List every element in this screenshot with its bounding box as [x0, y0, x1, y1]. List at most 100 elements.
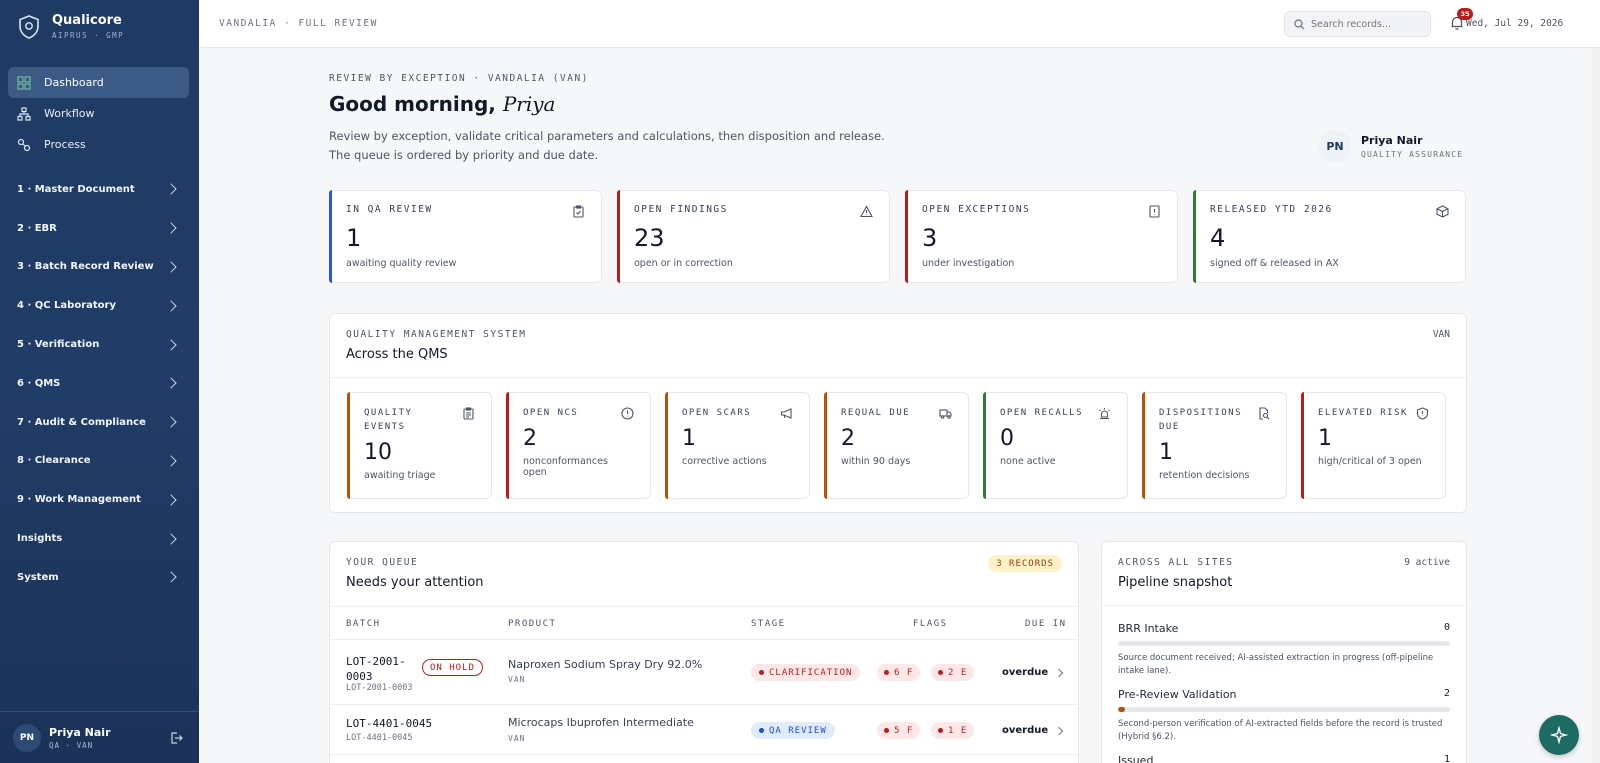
bell-icon[interactable] [1449, 15, 1465, 31]
stage-badge: QA REVIEW [751, 722, 835, 739]
chevron-right-icon [165, 455, 177, 467]
stage-count: 2 [1443, 688, 1450, 699]
nav-group-clearance[interactable]: 8 · Clearance [0, 442, 199, 481]
due-label: overdue [1002, 725, 1049, 736]
flag-label: 5 F [894, 725, 914, 736]
nav-group-verification[interactable]: 5 · Verification [0, 325, 199, 364]
column-header-flags[interactable]: FLAGS [913, 619, 948, 629]
due-in[interactable]: overdue [1002, 725, 1064, 736]
batch-id[interactable]: LOT-2001-0003 [346, 655, 406, 683]
kpi-card-released-ytd[interactable]: RELEASED YTD 2026 4 signed off & release… [1193, 190, 1466, 283]
kpi-sub: open or in correction [634, 258, 733, 269]
scrollbar[interactable] [1592, 48, 1600, 763]
nav-workflow[interactable]: Workflow [8, 98, 189, 129]
due-label: overdue [1002, 667, 1049, 678]
brand-subtitle: AIPRUS · GMP [52, 31, 125, 40]
kpi-row: IN QA REVIEW 1 awaiting quality review O… [329, 190, 1466, 283]
nav-group-ebr[interactable]: 2 · EBR [0, 209, 199, 248]
notification-badge: 35 [1457, 8, 1473, 20]
nav-group-label: 4 · QC Laboratory [17, 300, 116, 312]
qms-card-open-scars[interactable]: OPEN SCARS 1 corrective actions [665, 392, 810, 499]
kpi-card-open-findings[interactable]: OPEN FINDINGS 23 open or in correction [617, 190, 890, 283]
nav-group-work-management[interactable]: 9 · Work Management [0, 480, 199, 519]
brand[interactable]: Qualicore AIPRUS · GMP [18, 13, 124, 40]
nav-group-qms[interactable]: 6 · QMS [0, 364, 199, 403]
nav-group-system[interactable]: System [0, 558, 199, 597]
pipeline-stage-issued[interactable]: Issued 1 [1118, 754, 1450, 763]
greeting-text: Good morning, [329, 92, 496, 116]
nav-label: Workflow [44, 107, 95, 120]
batch-id[interactable]: LOT-4401-0045 [346, 717, 433, 730]
column-header-batch[interactable]: BATCH [346, 619, 381, 629]
qms-card-elevated-risk[interactable]: ELEVATED RISK 1 high/critical of 3 open [1301, 392, 1446, 499]
profile-card[interactable]: PN Priya Nair QUALITY ASSURANCE [1319, 130, 1463, 162]
nav-group-audit-compliance[interactable]: 7 · Audit & Compliance [0, 403, 199, 442]
chevron-right-icon [165, 494, 177, 506]
avatar[interactable]: PN [13, 723, 41, 752]
progress-track [1118, 707, 1450, 712]
ai-assistant-button[interactable] [1539, 715, 1579, 755]
qms-card-sub: high/critical of 3 open [1318, 456, 1422, 467]
table-header: BATCH PRODUCT STAGE FLAGS DUE IN [330, 606, 1078, 640]
chevron-right-icon [165, 338, 177, 351]
qms-card-label: ELEVATED RISK [1318, 408, 1408, 418]
status-dot [759, 728, 764, 733]
page-eyebrow: REVIEW BY EXCEPTION · VANDALIA (VAN) [329, 73, 589, 84]
search-icon [1294, 18, 1305, 29]
kpi-label: OPEN FINDINGS [634, 204, 728, 215]
due-in[interactable]: overdue [1002, 667, 1064, 678]
nav-group-master-document[interactable]: 1 · Master Document [0, 170, 199, 209]
chevron-right-icon [165, 300, 177, 312]
qms-card-open-ncs[interactable]: OPEN NCS 2 nonconformances open [506, 392, 651, 499]
product-name: Naproxen Sodium Spray Dry 92.0% [508, 658, 703, 671]
pipeline-stage-brr-intake[interactable]: BRR Intake 0 Source document received; A… [1118, 622, 1450, 678]
status-dot [884, 670, 889, 675]
qms-card-value: 1 [1318, 426, 1332, 451]
nav-group-label: 7 · Audit & Compliance [17, 416, 146, 428]
nav-group-batch-record-review[interactable]: 3 · Batch Record Review [0, 248, 199, 287]
qms-card-quality-events[interactable]: QUALITY EVENTS 10 awaiting triage [347, 392, 492, 499]
flag-label: 6 F [894, 667, 914, 678]
file-search-icon [1259, 407, 1270, 420]
qms-card-open-recalls[interactable]: OPEN RECALLS 0 none active [983, 392, 1128, 499]
user-name: Priya Nair [49, 725, 111, 739]
nav-dashboard[interactable]: Dashboard [8, 67, 189, 98]
logout-icon[interactable] [169, 731, 183, 745]
qms-card-label: QUALITY EVENTS [364, 408, 413, 432]
breadcrumb: VANDALIA · FULL REVIEW [219, 18, 378, 29]
on-hold-badge: ON HOLD [422, 659, 483, 676]
table-row[interactable]: LOT-2001-0003 LOT-2001-0003 ON HOLD Napr… [330, 640, 1078, 705]
stage-count: 1 [1443, 754, 1450, 763]
qms-card-sub: awaiting triage [364, 470, 436, 481]
table-row[interactable]: LOT-4401-0045 LOT-4401-0045 Microcaps Ib… [330, 705, 1078, 755]
nav-groups: 1 · Master Document 2 · EBR 3 · Batch Re… [0, 170, 199, 597]
kpi-card-in-qa-review[interactable]: IN QA REVIEW 1 awaiting quality review [329, 190, 602, 283]
kpi-card-open-exceptions[interactable]: OPEN EXCEPTIONS 3 under investigation [905, 190, 1178, 283]
topbar: VANDALIA · FULL REVIEW 35 Wed, Jul 29, 2… [199, 0, 1600, 48]
column-header-product[interactable]: PRODUCT [508, 619, 557, 629]
column-header-stage[interactable]: STAGE [751, 619, 786, 629]
kpi-value: 1 [346, 224, 362, 252]
queue-label: YOUR QUEUE [346, 557, 419, 568]
search-input[interactable] [1311, 18, 1421, 30]
nav-group-qc-laboratory[interactable]: 4 · QC Laboratory [0, 286, 199, 325]
search-box[interactable] [1284, 11, 1431, 37]
chevron-right-icon [165, 222, 177, 234]
pipeline-stage-pre-review-validation[interactable]: Pre-Review Validation 2 Second-person ve… [1118, 688, 1450, 744]
qms-card-requal-due[interactable]: REQUAL DUE 2 within 90 days [824, 392, 969, 499]
nav-group-insights[interactable]: Insights [0, 519, 199, 558]
profile-name: Priya Nair [1361, 133, 1423, 147]
status-dot [938, 670, 943, 675]
column-header-due-in[interactable]: DUE IN [1025, 619, 1067, 629]
qms-card-dispositions-due[interactable]: DISPOSITIONS DUE 1 retention decisions [1142, 392, 1287, 499]
pipeline-panel: ACROSS ALL SITES 9 active Pipeline snaps… [1101, 541, 1467, 763]
qms-card-value: 2 [523, 426, 537, 451]
nav-group-label: 1 · Master Document [17, 183, 135, 195]
nav-group-label: 6 · QMS [17, 377, 61, 389]
qms-title: Across the QMS [346, 347, 448, 362]
kpi-label: IN QA REVIEW [346, 204, 433, 215]
divider [330, 377, 1466, 378]
nav-process[interactable]: Process [8, 129, 189, 160]
profile-role: QUALITY ASSURANCE [1361, 149, 1464, 159]
stage-description: Second-person verification of AI-extract… [1118, 719, 1443, 742]
